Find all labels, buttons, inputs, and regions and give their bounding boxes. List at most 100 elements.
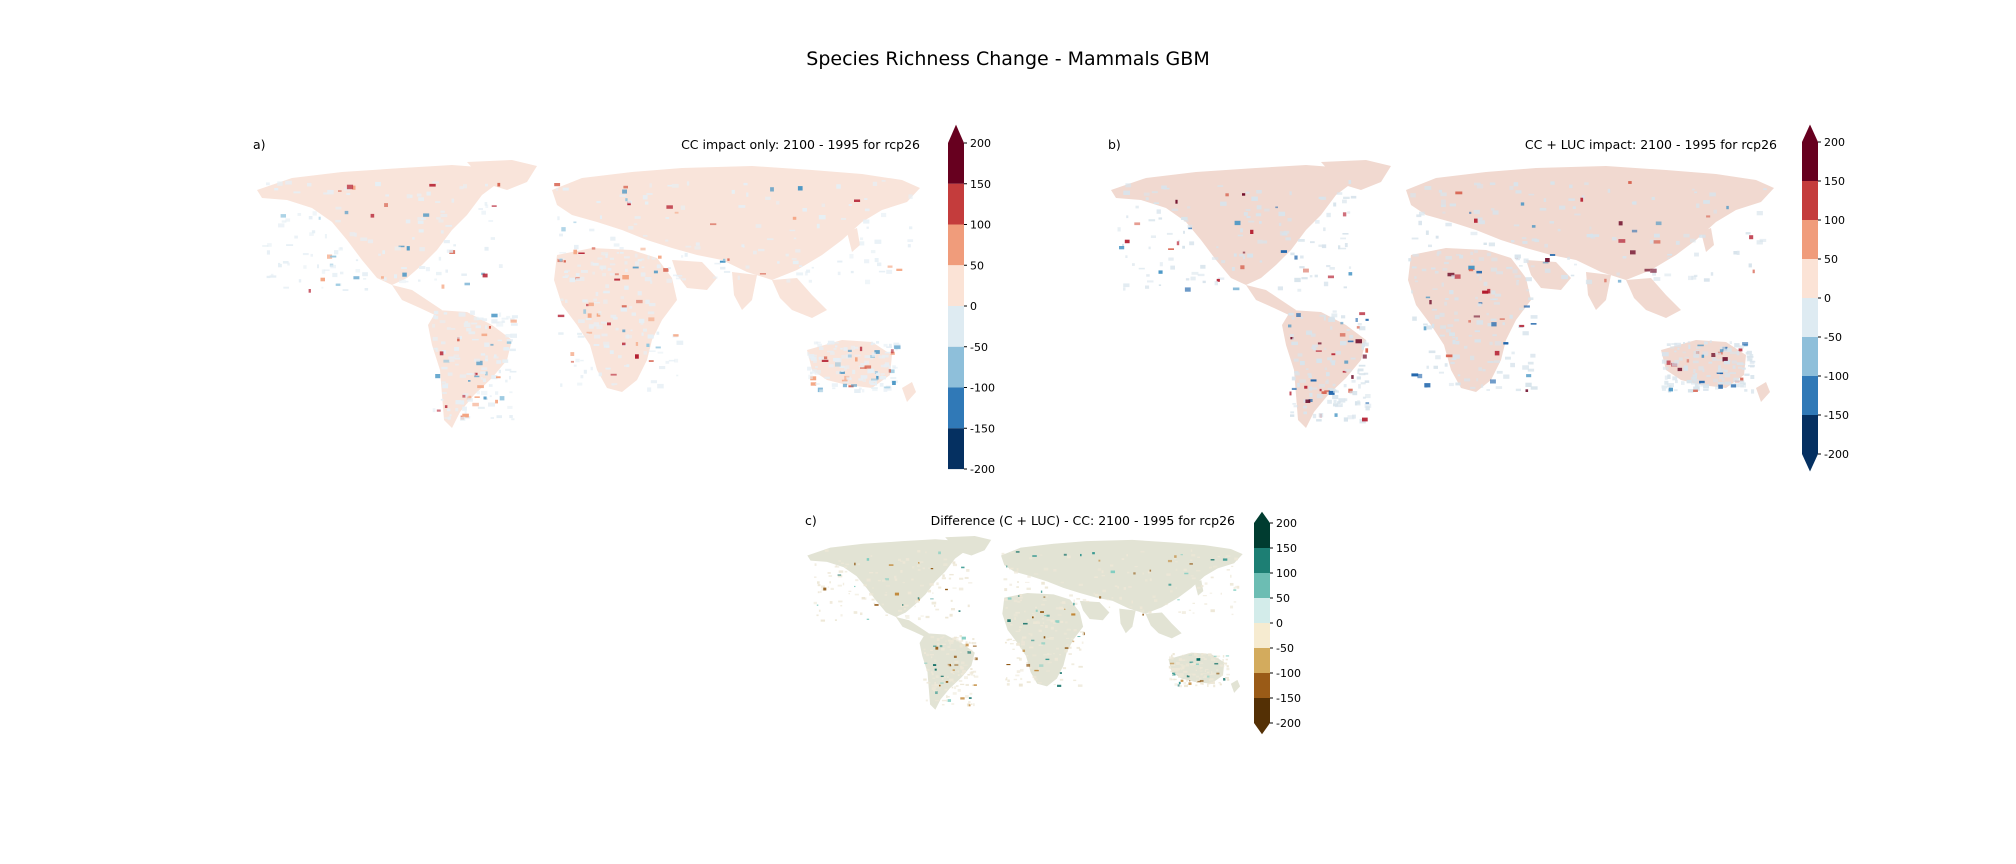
grid-cell xyxy=(406,194,411,199)
grid-cell xyxy=(1192,612,1195,614)
grid-cell xyxy=(1193,662,1196,666)
grid-cell xyxy=(872,181,878,186)
grid-cell xyxy=(1300,316,1304,319)
colorbar-tick-label: -100 xyxy=(1276,667,1301,680)
grid-cell xyxy=(442,384,449,389)
grid-cell xyxy=(352,185,356,190)
grid-cell xyxy=(446,327,451,330)
grid-cell xyxy=(460,416,466,421)
grid-cell xyxy=(723,258,726,262)
grid-cell xyxy=(1019,626,1023,628)
grid-cell xyxy=(441,350,446,354)
grid-cell xyxy=(1320,196,1327,200)
grid-cell xyxy=(1059,653,1061,656)
grid-cell xyxy=(862,377,866,382)
grid-cell xyxy=(1240,265,1245,270)
grid-cell xyxy=(1062,607,1067,609)
grid-cell xyxy=(1275,206,1278,209)
grid-cell xyxy=(344,210,349,215)
land-europe-asia xyxy=(552,166,920,280)
grid-cell xyxy=(949,573,954,576)
grid-cell xyxy=(1292,403,1296,405)
grid-cell xyxy=(1696,203,1700,208)
grid-cell xyxy=(960,672,964,676)
grid-cell xyxy=(1006,664,1011,666)
grid-cell xyxy=(605,284,610,289)
grid-cell xyxy=(674,211,679,214)
grid-cell xyxy=(1348,266,1352,269)
grid-cell xyxy=(969,692,973,695)
grid-cell xyxy=(965,641,968,644)
grid-cell xyxy=(1521,237,1527,240)
grid-cell xyxy=(445,383,449,385)
grid-cell xyxy=(312,211,317,216)
grid-cell xyxy=(622,342,626,346)
grid-cell xyxy=(795,249,801,253)
grid-cell xyxy=(1050,636,1054,639)
grid-cell xyxy=(1210,609,1215,613)
grid-cell xyxy=(648,317,655,322)
grid-cell xyxy=(1059,672,1062,674)
grid-cell xyxy=(1730,351,1737,355)
grid-cell xyxy=(593,344,600,346)
land-new-zealand xyxy=(1230,679,1241,693)
grid-cell xyxy=(370,213,375,218)
grid-cell xyxy=(281,220,287,223)
grid-cell xyxy=(1745,232,1751,235)
grid-cell xyxy=(1123,283,1130,288)
grid-cell xyxy=(1724,373,1731,378)
grid-cell xyxy=(497,339,503,342)
grid-cell xyxy=(830,587,834,590)
grid-cell xyxy=(695,242,700,246)
grid-cell xyxy=(1411,290,1414,294)
grid-cell xyxy=(1062,667,1067,670)
grid-cell xyxy=(753,250,757,255)
grid-cell xyxy=(1346,329,1350,331)
grid-cell xyxy=(828,364,834,368)
grid-cell xyxy=(666,278,672,283)
grid-cell xyxy=(853,346,859,349)
grid-cell xyxy=(1015,630,1021,632)
grid-cell xyxy=(804,271,808,276)
grid-cell xyxy=(593,301,601,304)
grid-cell xyxy=(1432,288,1438,290)
grid-cell xyxy=(1169,666,1172,670)
grid-cell xyxy=(481,367,488,370)
grid-cell xyxy=(870,368,874,373)
grid-cell xyxy=(1592,234,1600,237)
grid-cell xyxy=(603,299,608,304)
grid-cell xyxy=(971,649,973,653)
grid-cell xyxy=(1292,337,1295,340)
grid-cell xyxy=(1692,188,1695,191)
grid-cell xyxy=(933,645,937,647)
grid-cell xyxy=(821,203,826,207)
grid-cell xyxy=(302,253,309,256)
grid-cell xyxy=(785,253,789,257)
grid-cell xyxy=(1291,387,1297,390)
grid-cell xyxy=(561,227,566,232)
grid-cell xyxy=(1015,674,1020,677)
grid-cell xyxy=(1617,279,1622,283)
grid-cell xyxy=(1350,195,1357,199)
grid-cell xyxy=(1191,554,1196,557)
grid-cell xyxy=(577,382,583,386)
grid-cell xyxy=(1667,374,1671,379)
grid-cell xyxy=(1703,278,1710,282)
grid-cell xyxy=(1285,237,1291,241)
grid-cell xyxy=(1740,385,1746,388)
grid-cell xyxy=(406,246,410,251)
grid-cell xyxy=(511,418,515,421)
grid-cell xyxy=(845,365,850,369)
grid-cell xyxy=(1649,239,1657,244)
grid-cell xyxy=(634,253,638,258)
grid-cell xyxy=(1106,599,1110,601)
grid-cell xyxy=(841,354,846,359)
grid-cell xyxy=(1342,212,1347,217)
grid-cell xyxy=(1289,391,1292,396)
land-central-america xyxy=(392,285,442,316)
colorbar-tick-label: 150 xyxy=(1276,542,1297,555)
grid-cell xyxy=(455,400,462,405)
grid-cell xyxy=(899,560,903,563)
grid-cell xyxy=(603,290,610,294)
grid-cell xyxy=(1736,250,1740,255)
